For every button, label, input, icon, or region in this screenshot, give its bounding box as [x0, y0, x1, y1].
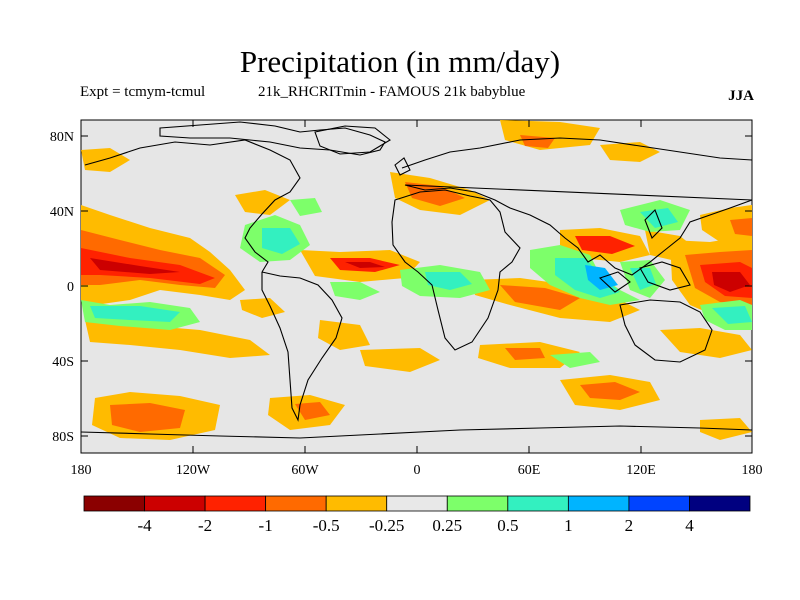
lon-label-60w: 60W [291, 463, 319, 478]
colorbar-swatch [325, 495, 388, 512]
lat-label-40s: 40S [52, 355, 74, 370]
experiment-label: Expt = tcmym-tcmul [80, 84, 206, 100]
lat-label-0: 0 [67, 280, 74, 295]
positive-anomaly-patches [81, 198, 752, 368]
colorbar-label: 0.25 [432, 516, 462, 535]
colorbar-label: 2 [625, 516, 634, 535]
colorbar-label: 0.5 [497, 516, 518, 535]
lon-label-60e: 60E [518, 463, 541, 478]
colorbar-swatch [507, 495, 569, 512]
colorbar-swatch [446, 495, 509, 512]
colorbar-swatch [567, 495, 630, 512]
lat-label-40n: 40N [50, 205, 74, 220]
axis-ticks [81, 120, 752, 453]
colorbar-label: -0.25 [369, 516, 404, 535]
lat-label-80n: 80N [50, 130, 74, 145]
lon-label-0: 0 [414, 463, 421, 478]
colorbar-swatch [386, 495, 448, 512]
colorbar-label: 1 [564, 516, 573, 535]
colorbar-label: -2 [198, 516, 212, 535]
lon-label-120w: 120W [176, 463, 211, 478]
colorbar-swatch [628, 495, 690, 512]
colorbar-swatch [83, 495, 145, 512]
map-panel [80, 119, 753, 454]
colorbar-swatch [204, 495, 267, 512]
lon-label-120e: 120E [626, 463, 656, 478]
chart-title: Precipitation (in mm/day) [239, 44, 561, 79]
season-label: JJA [728, 88, 754, 104]
colorbar-label: -1 [259, 516, 273, 535]
colorbar-label: -4 [137, 516, 152, 535]
colorbar-label: 4 [685, 516, 694, 535]
colorbar: -4 -2 -1 -0.5 -0.25 0.25 0.5 1 2 4 [83, 495, 751, 535]
lon-label-180w: 180 [71, 463, 92, 478]
colorbar-swatch [265, 495, 327, 512]
longitude-labels: 180 120W 60W 0 60E 120E 180 [71, 463, 763, 478]
run-label: 21k_RHCRITmin - FAMOUS 21k babyblue [258, 84, 526, 100]
coastlines [80, 121, 753, 439]
negative-anomaly-patches [81, 120, 752, 440]
lat-label-80s: 80S [52, 430, 74, 445]
colorbar-swatch [689, 495, 751, 512]
colorbar-label: -0.5 [313, 516, 340, 535]
latitude-labels: 80N 40N 0 40S 80S [50, 130, 74, 445]
lon-label-180e: 180 [742, 463, 763, 478]
colorbar-swatch [144, 495, 206, 512]
